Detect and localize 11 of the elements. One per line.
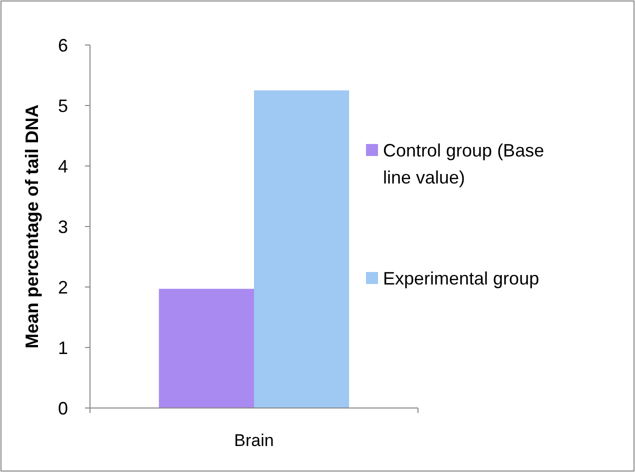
y-tick-label: 4 [58, 156, 68, 176]
legend-label: Experimental group [383, 268, 540, 288]
y-tick-label: 0 [58, 398, 68, 418]
y-tick-label: 3 [58, 216, 68, 237]
legend-label: Control group (Base line value) [383, 140, 544, 188]
y-tick-label: 1 [58, 338, 68, 358]
y-tick-label: 2 [58, 277, 68, 298]
y-axis-title: Mean percentage of tail DNA [22, 104, 42, 349]
x-tick-label: Brain [234, 431, 274, 450]
y-tick-label: 6 [58, 35, 68, 56]
y-tick-label: 5 [58, 96, 68, 116]
